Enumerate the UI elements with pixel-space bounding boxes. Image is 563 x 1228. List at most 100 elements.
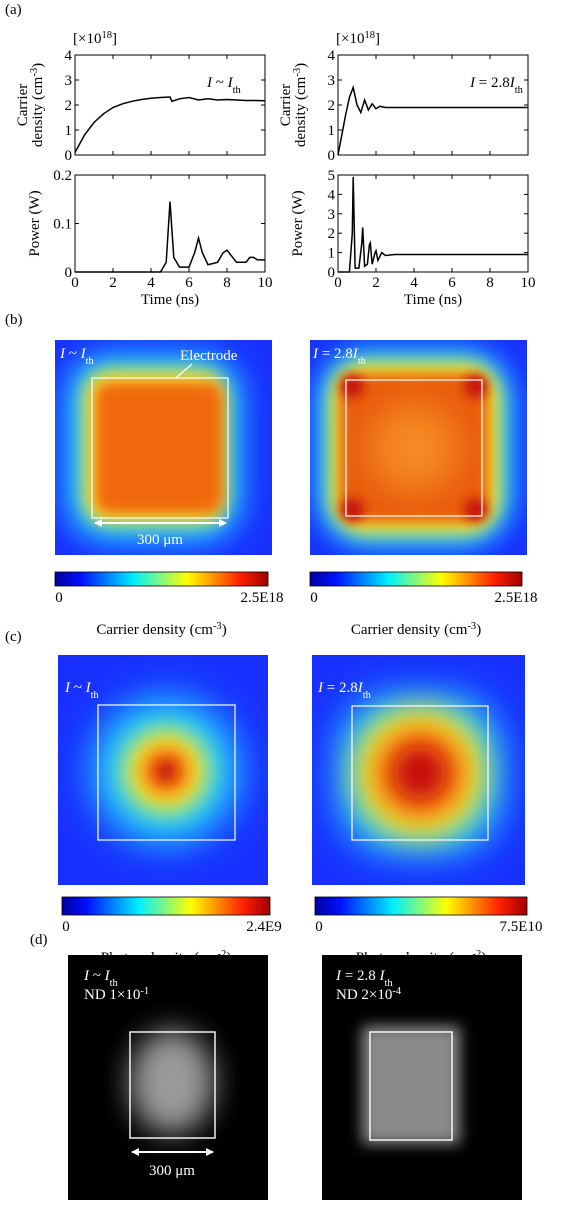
text-segment: 18 xyxy=(101,30,112,41)
heatmap-region xyxy=(156,761,176,781)
text-segment: ) xyxy=(476,622,481,638)
text-segment: Carrier xyxy=(15,84,31,126)
text-segment: ~ xyxy=(89,968,105,984)
text-segment: Carrier density (cm xyxy=(96,622,213,638)
colorbar xyxy=(310,572,522,586)
y-tick-label: 3 xyxy=(328,73,336,89)
annotation: ND 2×10-4 xyxy=(336,986,402,1004)
y-tick-label: 0 xyxy=(65,148,73,164)
colorbar-max-label: 2.5E18 xyxy=(495,590,538,606)
scale-bar-label: 300 μm xyxy=(149,1163,195,1179)
emission-spot xyxy=(362,1026,460,1144)
x-axis-label: Time (ns) xyxy=(404,292,462,308)
annotation: I ~ Ith xyxy=(206,75,242,96)
text-segment: -3 xyxy=(29,68,40,77)
data-line xyxy=(338,88,528,156)
text-segment: density (cm xyxy=(30,76,46,147)
text-segment: ~ xyxy=(212,75,228,91)
panel-label: (a) xyxy=(5,2,22,18)
heatmap-region xyxy=(369,403,459,493)
text-segment: 18 xyxy=(364,30,375,41)
y-tick-label: 1 xyxy=(328,246,336,262)
text-segment: = 2.8 xyxy=(318,346,353,362)
text-segment: ] xyxy=(375,31,380,47)
annotation: I = 2.8Ith xyxy=(469,75,524,96)
text-segment: ND 2×10 xyxy=(336,987,392,1003)
text-segment: th xyxy=(86,356,95,367)
text-segment: Power (W) xyxy=(27,190,43,256)
figure: (a)(b)(c)(d)01234[×1018]I ~ IthCarrierde… xyxy=(0,0,563,1228)
scale-label: [×1018] xyxy=(336,30,380,48)
text-segment: -1 xyxy=(140,986,149,997)
text-segment: ~ xyxy=(65,346,81,362)
electrode-label: Electrode xyxy=(180,348,238,364)
text-segment: -4 xyxy=(392,986,401,997)
y-tick-label: 5 xyxy=(328,168,336,184)
text-segment: ND 1×10 xyxy=(84,987,140,1003)
colorbar-min-label: 0 xyxy=(310,590,318,606)
text-segment: = 2.8 xyxy=(475,75,510,91)
x-tick-label: 4 xyxy=(147,275,155,291)
heatmap-region xyxy=(95,382,223,514)
y-tick-label: 4 xyxy=(328,48,336,64)
x-tick-label: 10 xyxy=(521,275,536,291)
x-tick-label: 8 xyxy=(486,275,494,291)
y-tick-label: 0.2 xyxy=(53,168,72,184)
text-segment: -3 xyxy=(213,621,222,632)
x-axis-label: Time (ns) xyxy=(141,292,199,308)
text-segment: ) xyxy=(30,63,46,68)
y-axis-label: density (cm-3) xyxy=(292,63,310,147)
y-tick-label: 2 xyxy=(65,98,73,114)
x-tick-label: 10 xyxy=(258,275,273,291)
emission-spot xyxy=(130,1030,214,1134)
text-segment: density (cm xyxy=(293,76,309,147)
heatmap-region xyxy=(464,374,488,398)
y-axis-label: Carrier xyxy=(15,84,31,126)
scale-label: [×1018] xyxy=(73,30,117,48)
text-segment: th xyxy=(515,85,524,96)
text-segment: [×10 xyxy=(336,31,364,47)
colorbar xyxy=(315,897,527,915)
x-tick-label: 6 xyxy=(448,275,456,291)
text-segment: ~ xyxy=(70,680,86,696)
colorbar-max-label: 7.5E10 xyxy=(500,919,543,935)
x-tick-label: 0 xyxy=(334,275,342,291)
panel-label: (b) xyxy=(5,312,23,328)
text-segment: -3 xyxy=(292,68,303,77)
colorbar-min-label: 0 xyxy=(62,919,70,935)
text-segment: Carrier xyxy=(278,84,294,126)
colorbar-min-label: 0 xyxy=(315,919,323,935)
scale-bar-label: 300 μm xyxy=(137,532,183,548)
heatmap-region xyxy=(340,374,364,398)
text-segment: th xyxy=(91,690,100,701)
y-tick-label: 3 xyxy=(328,207,336,223)
colorbar xyxy=(55,572,268,586)
y-tick-label: 3 xyxy=(65,73,73,89)
data-line xyxy=(75,202,265,272)
text-segment: -3 xyxy=(467,621,476,632)
y-axis-label: density (cm-3) xyxy=(29,63,47,147)
text-segment: Power (W) xyxy=(290,190,306,256)
text-segment: th xyxy=(358,356,367,367)
colorbar xyxy=(62,897,270,915)
text-segment: ) xyxy=(222,622,227,638)
annotation: ND 1×10-1 xyxy=(84,986,149,1004)
x-tick-label: 2 xyxy=(109,275,117,291)
y-tick-label: 1 xyxy=(328,123,336,139)
text-segment: Carrier density (cm xyxy=(351,622,468,638)
y-tick-label: 4 xyxy=(65,48,73,64)
panel-label: (d) xyxy=(30,932,48,948)
colorbar-min-label: 0 xyxy=(55,590,63,606)
text-segment: [×10 xyxy=(73,31,101,47)
heatmap xyxy=(310,340,527,555)
y-tick-label: 2 xyxy=(328,98,336,114)
colorbar-title: Carrier density (cm-3) xyxy=(96,621,226,639)
heatmap-region xyxy=(464,498,488,522)
plot-frame xyxy=(75,55,265,155)
panel-label: (c) xyxy=(5,629,22,645)
colorbar-title: Carrier density (cm-3) xyxy=(351,621,481,639)
text-segment: = 2.8 xyxy=(341,968,379,984)
data-line xyxy=(75,97,265,153)
y-axis-label: Power (W) xyxy=(290,190,306,256)
y-tick-label: 0 xyxy=(328,148,336,164)
